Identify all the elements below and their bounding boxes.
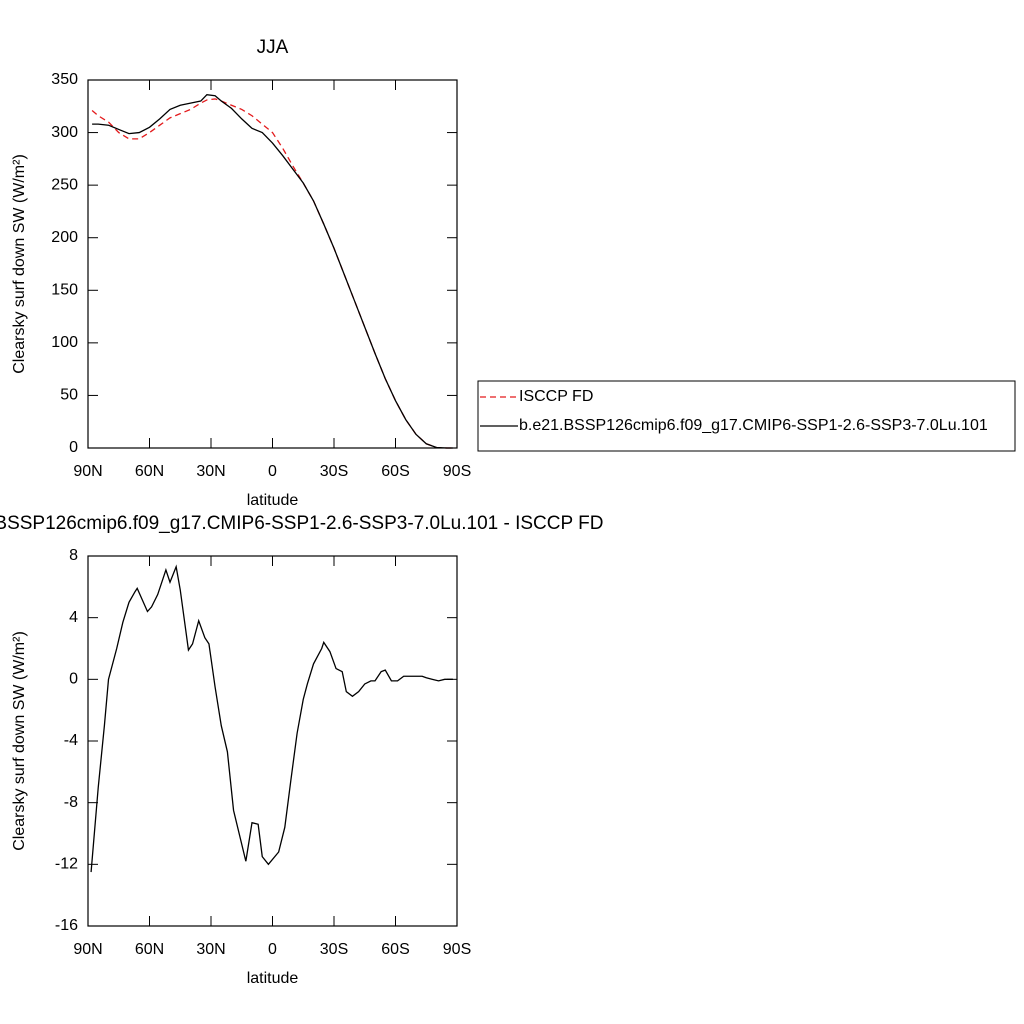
y-tick-label: 150	[51, 282, 78, 299]
y-tick-label: 350	[51, 71, 78, 88]
data-line	[90, 564, 453, 873]
x-tick-label: 90N	[73, 463, 102, 480]
chart-title: b.e21.BSSP126cmip6.f09_g17.CMIP6-SSP1-2.…	[0, 513, 603, 534]
y-tick-label: 100	[51, 334, 78, 351]
y-tick-label: 300	[51, 124, 78, 141]
legend-label: b.e21.BSSP126cmip6.f09_g17.CMIP6-SSP1-2.…	[519, 417, 988, 434]
x-tick-label: 90S	[443, 463, 471, 480]
y-tick-label: -4	[64, 732, 78, 749]
y-axis-label: Clearsky surf down SW (W/m²)	[11, 154, 28, 374]
y-tick-label: 0	[69, 439, 78, 456]
x-tick-label: 30S	[320, 941, 348, 958]
y-tick-label: -16	[55, 917, 78, 934]
x-tick-label: 30N	[196, 463, 225, 480]
data-line	[92, 94, 453, 449]
y-tick-label: 0	[69, 671, 78, 688]
y-tick-label: 250	[51, 176, 78, 193]
y-tick-label: 4	[69, 609, 78, 626]
plot-frame	[87, 555, 458, 927]
x-tick-label: 60S	[381, 463, 409, 480]
x-axis-label: latitude	[247, 492, 299, 509]
x-tick-label: 90N	[73, 941, 102, 958]
plot-frame	[87, 79, 458, 449]
y-tick-label: -8	[64, 794, 78, 811]
x-tick-label: 60N	[135, 941, 164, 958]
y-tick-label: -12	[55, 856, 78, 873]
y-tick-label: 200	[51, 229, 78, 246]
y-tick-label: 50	[60, 387, 78, 404]
chart-title: JJA	[257, 37, 289, 58]
x-tick-label: 90S	[443, 941, 471, 958]
x-tick-label: 60S	[381, 941, 409, 958]
legend-box	[477, 380, 1016, 452]
x-tick-label: 30N	[196, 941, 225, 958]
data-line	[91, 98, 453, 449]
x-tick-label: 0	[268, 941, 277, 958]
legend-label: ISCCP FD	[519, 388, 593, 405]
x-axis-label: latitude	[247, 970, 299, 987]
y-tick-label: 8	[69, 547, 78, 564]
y-axis-label: Clearsky surf down SW (W/m²)	[11, 631, 28, 851]
x-tick-label: 60N	[135, 463, 164, 480]
x-tick-label: 30S	[320, 463, 348, 480]
x-tick-label: 0	[268, 463, 277, 480]
